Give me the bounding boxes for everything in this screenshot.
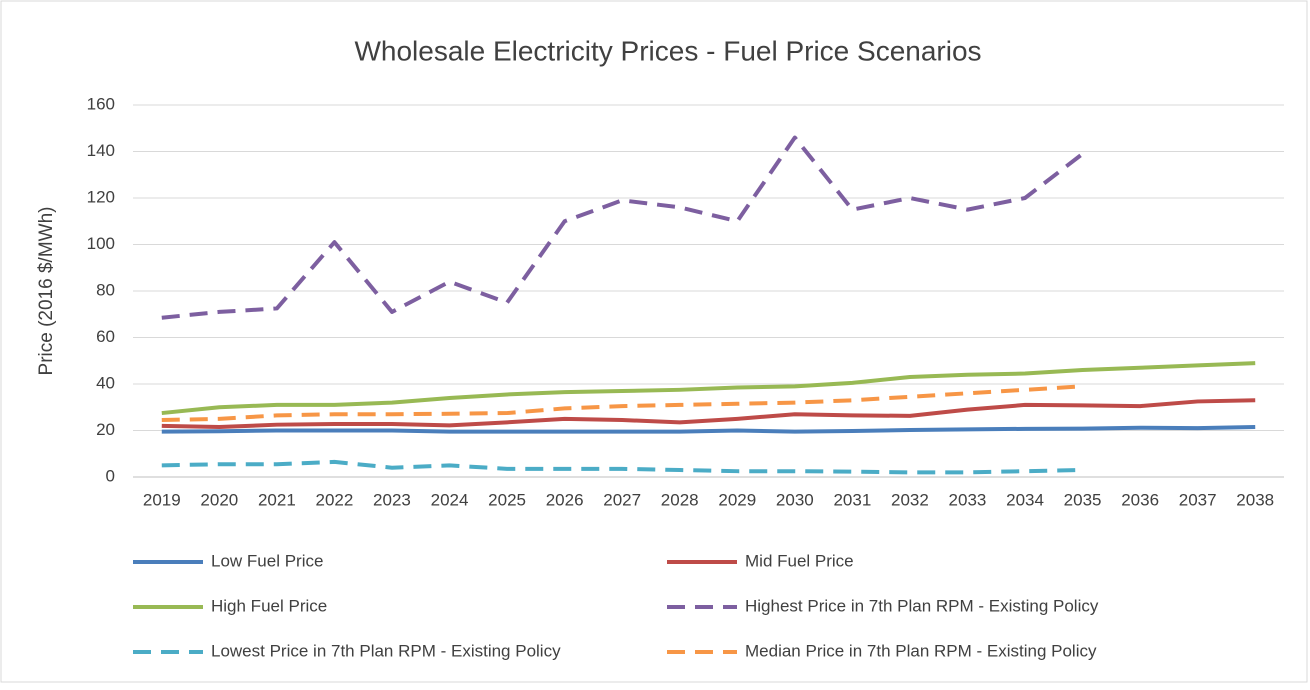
legend-label: Lowest Price in 7th Plan RPM - Existing … [211,641,561,660]
series-line [161,459,1083,475]
y-tick-label: 20 [96,420,115,439]
x-tick-label: 2031 [833,490,871,509]
x-tick-label: 2023 [373,490,411,509]
legend-label: Mid Fuel Price [745,551,854,570]
series-line [161,398,1256,430]
x-tick-label: 2030 [776,490,814,509]
x-tick-label: 2025 [488,490,526,509]
x-tick-label: 2034 [1006,490,1044,509]
x-tick-label: 2037 [1179,490,1217,509]
series-line [161,135,1084,320]
x-tick-label: 2038 [1236,490,1274,509]
y-tick-label: 100 [87,234,115,253]
legend-label: Highest Price in 7th Plan RPM - Existing… [745,596,1099,615]
y-tick-label: 60 [96,327,115,346]
x-tick-label: 2027 [603,490,641,509]
series-line [161,425,1256,434]
x-tick-label: 2024 [431,490,469,509]
chart-title: Wholesale Electricity Prices - Fuel Pric… [354,35,981,66]
y-tick-label: 160 [87,94,115,113]
y-tick-label: 120 [87,187,115,206]
x-tick-label: 2021 [258,490,296,509]
legend-label: Low Fuel Price [211,551,323,570]
y-tick-label: 80 [96,280,115,299]
legend-label: High Fuel Price [211,596,327,615]
y-tick-label: 140 [87,141,115,160]
y-axis-label: Price (2016 $/MWh) [36,207,57,376]
y-tick-label: 40 [96,373,115,392]
x-tick-label: 2028 [661,490,699,509]
x-tick-label: 2022 [316,490,354,509]
x-tick-label: 2019 [143,490,181,509]
x-tick-label: 2035 [1064,490,1102,509]
x-tick-label: 2036 [1121,490,1159,509]
x-tick-label: 2026 [546,490,584,509]
x-tick-label: 2032 [891,490,929,509]
legend-label: Median Price in 7th Plan RPM - Existing … [745,641,1097,660]
series-line [161,384,1083,423]
x-tick-label: 2033 [949,490,987,509]
x-tick-label: 2020 [200,490,238,509]
y-tick-label: 0 [106,466,115,485]
series-line [161,361,1256,416]
x-tick-label: 2029 [718,490,756,509]
